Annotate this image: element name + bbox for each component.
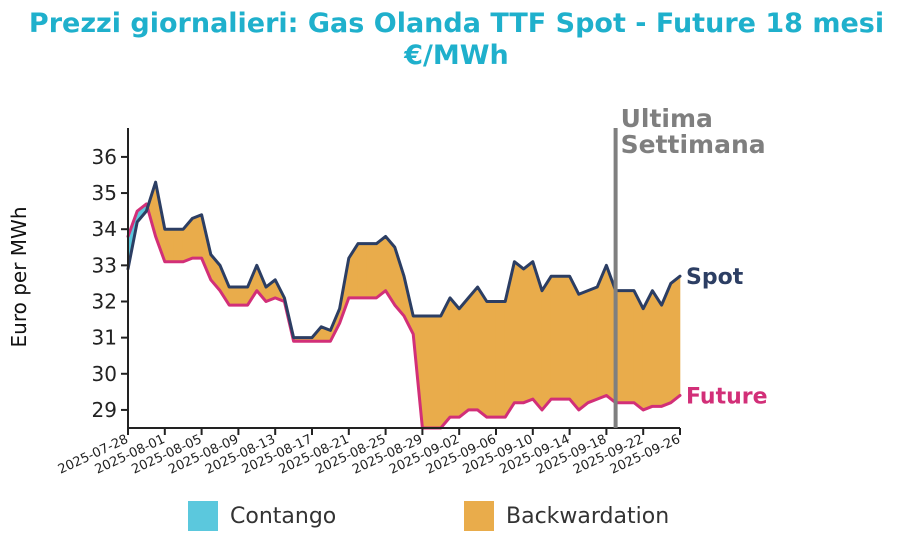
backwardation-area bbox=[431, 315, 442, 429]
backwardation-area bbox=[376, 235, 386, 299]
y-tick-label: 36 bbox=[92, 145, 117, 169]
backwardation-area bbox=[192, 214, 202, 259]
backwardation-area bbox=[486, 301, 497, 418]
backwardation-area bbox=[670, 275, 681, 404]
backwardation-area bbox=[514, 261, 524, 403]
backwardation-area bbox=[449, 297, 460, 418]
y-ticks: 29 30 31 32 33 34 35 36 bbox=[92, 145, 128, 422]
backwardation-area bbox=[422, 315, 432, 429]
y-tick-label: 34 bbox=[92, 217, 117, 241]
last-week-label: Ultima Settimana bbox=[621, 104, 766, 159]
y-tick-label: 33 bbox=[92, 253, 117, 277]
backwardation-area bbox=[366, 243, 377, 299]
legend-item-contango: Contango bbox=[188, 500, 336, 532]
backwardation-area bbox=[541, 275, 552, 411]
future-line bbox=[126, 202, 682, 430]
legend-swatch-backwardation bbox=[464, 501, 494, 531]
backwardation-area bbox=[468, 286, 478, 411]
backwardation-area bbox=[357, 243, 368, 299]
legend-swatch-contango bbox=[188, 501, 218, 531]
backwardation-area bbox=[173, 228, 184, 263]
legend-label-contango: Contango bbox=[230, 503, 337, 529]
backwardation-area bbox=[477, 286, 488, 418]
backwardation-area bbox=[578, 290, 589, 411]
chart-title: Prezzi giornalieri: Gas Olanda TTF Spot … bbox=[28, 8, 885, 71]
legend-label-backwardation: Backwardation bbox=[506, 503, 670, 529]
series-label-future: Future bbox=[686, 384, 768, 409]
spot-line bbox=[126, 180, 682, 340]
y-tick-label: 32 bbox=[92, 289, 117, 313]
backwardation-area bbox=[652, 289, 662, 407]
backwardation-area bbox=[458, 297, 469, 418]
y-axis-label: Euro per MWh bbox=[7, 207, 31, 348]
axes-layer bbox=[127, 128, 680, 429]
x-ticks: 2025-07-282025-08-012025-08-052025-08-09… bbox=[56, 428, 683, 478]
spread-fill-layer bbox=[127, 182, 681, 429]
backwardation-area bbox=[560, 275, 570, 400]
backwardation-area bbox=[569, 276, 580, 411]
backwardation-area bbox=[624, 290, 635, 403]
backwardation-area bbox=[587, 286, 598, 404]
backwardation-area bbox=[550, 275, 561, 400]
last-week-label-line: Ultima bbox=[621, 104, 713, 133]
backwardation-area bbox=[440, 297, 451, 429]
y-tick-label: 29 bbox=[92, 398, 117, 422]
y-tick-label: 30 bbox=[92, 362, 117, 386]
series-lines-layer bbox=[126, 180, 682, 430]
backwardation-area bbox=[238, 286, 248, 306]
legend-item-backwardation: Backwardation bbox=[464, 500, 669, 532]
y-tick-label: 31 bbox=[92, 326, 117, 350]
backwardation-area bbox=[228, 286, 239, 306]
backwardation-area bbox=[523, 261, 534, 404]
backwardation-area bbox=[495, 301, 506, 418]
series-label-spot: Spot bbox=[686, 265, 744, 290]
backwardation-area bbox=[164, 228, 175, 263]
y-tick-label: 35 bbox=[92, 181, 117, 205]
last-week-label-line: Settimana bbox=[621, 130, 766, 159]
